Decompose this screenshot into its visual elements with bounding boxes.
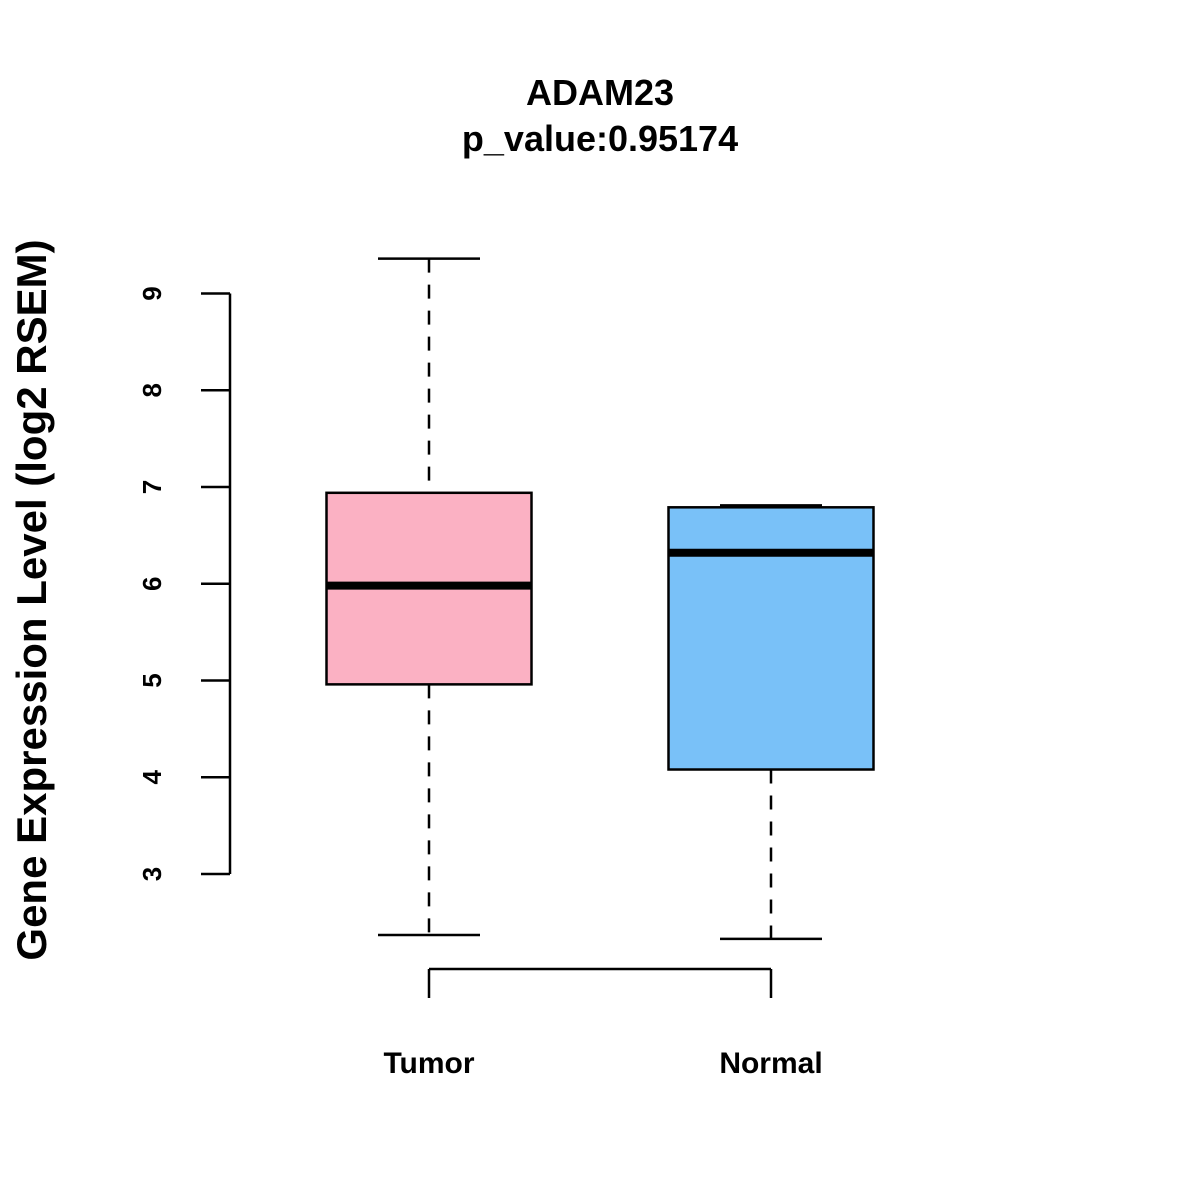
y-tick-label-9: 9 (137, 286, 167, 300)
box-group (325, 257, 875, 941)
y-tick-label-4: 4 (137, 769, 167, 784)
box-tumor (325, 257, 533, 937)
x-tick-label-tumor: Tumor (383, 1047, 474, 1080)
normal-box (667, 506, 875, 771)
y-tick-label-6: 6 (137, 577, 167, 591)
y-axis-label: Gene Expression Level (log2 RSEM) (8, 239, 55, 960)
chart-title: ADAM23 (526, 72, 674, 113)
y-tick-label-3: 3 (137, 867, 167, 881)
box-normal (667, 504, 875, 941)
y-tick-label-7: 7 (137, 480, 167, 494)
x-axis: Tumor Normal (383, 967, 823, 1080)
x-tick-label-normal: Normal (719, 1047, 822, 1080)
chart-subtitle: p_value:0.95174 (462, 118, 738, 159)
y-tick-label-5: 5 (137, 673, 167, 687)
y-tick-label-8: 8 (137, 383, 167, 397)
y-axis: 3 4 5 6 7 8 9 (137, 286, 232, 881)
